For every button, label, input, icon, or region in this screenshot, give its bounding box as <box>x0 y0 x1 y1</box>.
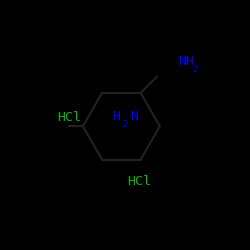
Text: HCl: HCl <box>57 112 81 124</box>
Text: H: H <box>112 110 120 122</box>
Text: N: N <box>130 110 138 122</box>
Text: NH: NH <box>178 55 194 68</box>
Text: 2: 2 <box>122 120 127 129</box>
Text: HCl: HCl <box>127 175 151 188</box>
Text: 2: 2 <box>192 65 198 74</box>
